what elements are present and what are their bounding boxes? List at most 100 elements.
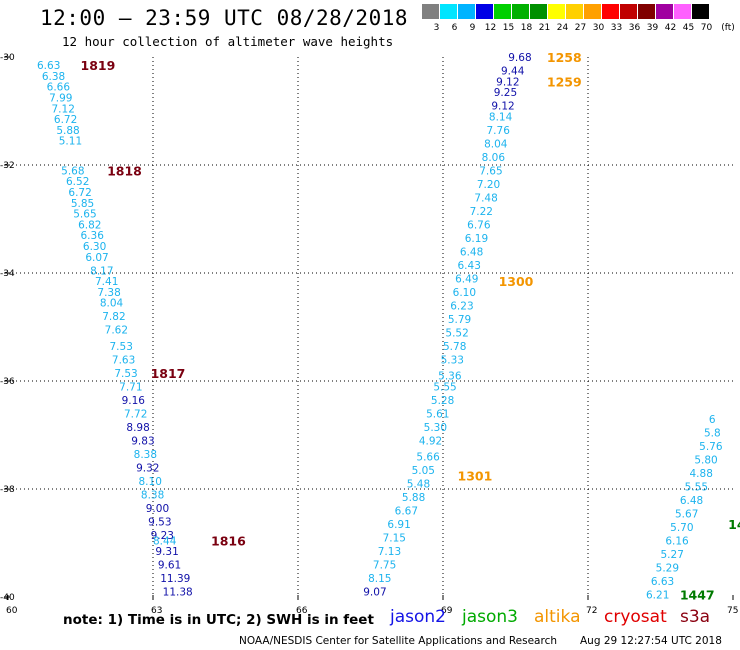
wave-height-value: 7.63	[112, 354, 135, 366]
wave-height-value: 9.83	[131, 435, 154, 447]
wave-height-value: 7.41	[95, 276, 118, 288]
page-title: 12:00 – 23:59 UTC 08/28/2018	[40, 6, 409, 30]
colorbar-swatch	[656, 4, 674, 19]
pass-time-label: 1816	[211, 533, 246, 548]
lon-tick-label: 69	[441, 606, 453, 616]
wave-height-value: 7.99	[49, 93, 72, 105]
wave-height-value: 5.85	[71, 198, 94, 210]
colorbar-tick-label: 24	[556, 23, 569, 33]
colorbar-tick-label: 3	[433, 23, 440, 33]
wave-height-value: 5.27	[661, 549, 684, 561]
wave-height-value: 6.63	[37, 60, 60, 72]
page-subtitle: 12 hour collection of altimeter wave hei…	[62, 34, 394, 49]
wave-height-value: 6.19	[465, 233, 488, 245]
wave-height-value: 6.48	[680, 495, 703, 507]
lon-tick-label: 60	[6, 606, 18, 616]
wave-height-value: 5.61	[426, 408, 449, 420]
wave-height-value: 5.30	[424, 422, 447, 434]
colorbar-swatch	[476, 4, 494, 19]
wave-height-value: 7.65	[479, 165, 502, 177]
wave-height-value: 6.49	[455, 273, 478, 285]
wave-height-value: 8.44	[153, 535, 177, 547]
wave-height-value: 7.82	[102, 311, 125, 323]
wave-height-value: 8.38	[134, 449, 157, 461]
wave-height-value: 6.72	[68, 187, 91, 199]
wave-height-value: 6.30	[83, 241, 106, 253]
colorbar-tick-label: 36	[628, 23, 641, 33]
colorbar-tick-label: 42	[664, 23, 677, 33]
pass-time-label: 1819	[81, 58, 116, 73]
wave-height-value: 4.92	[419, 435, 442, 447]
colorbar-tick-label: 9	[469, 23, 476, 33]
wave-height-value: 7.15	[383, 533, 406, 545]
wave-height-value: 6.23	[450, 300, 473, 312]
wave-height-value: 6.10	[453, 287, 476, 299]
legend-altika: altika	[534, 607, 581, 627]
wave-height-value: 8.98	[126, 422, 149, 434]
lon-tick-label: 75	[727, 606, 738, 616]
wave-height-value: 7.53	[110, 341, 133, 353]
pass-time-label: 1259	[547, 74, 582, 89]
wave-height-value: 8.04	[484, 138, 508, 150]
wave-height-value: 8.04	[100, 298, 124, 310]
wave-height-value: 6.38	[42, 71, 65, 83]
colorbar-tick-label: 70	[700, 23, 713, 33]
wave-height-value: 6.07	[85, 252, 108, 264]
wave-height-value: 9.53	[148, 516, 171, 528]
lat-tick-label: -32	[0, 161, 15, 171]
colorbar-tick-label: 6	[451, 23, 458, 33]
wave-height-value: 6.82	[78, 219, 101, 231]
wave-height-value: 5.55	[685, 481, 708, 493]
wave-height-value: 5.55	[433, 381, 456, 393]
wave-height-value: 6.72	[54, 114, 77, 126]
colorbar-swatch	[674, 4, 692, 19]
wave-height-value: 5.80	[694, 454, 717, 466]
units-note: note: 1) Time is in UTC; 2) SWH is in fe…	[63, 612, 374, 628]
wave-height-value: 9.32	[136, 462, 159, 474]
wave-height-value: 9.61	[158, 560, 181, 572]
wave-height-value: 7.75	[373, 560, 396, 572]
wave-height-value: 7.53	[114, 368, 137, 380]
wave-height-value: 8.10	[139, 476, 162, 488]
colorbar-tick-label: 45	[682, 23, 695, 33]
lon-tick-label: 72	[586, 606, 597, 616]
wave-height-value: 11.38	[163, 587, 193, 599]
wave-height-value: 9.12	[491, 101, 514, 113]
wave-height-value: 5.76	[699, 441, 723, 453]
colorbar-swatch	[692, 4, 710, 19]
wave-height-value: 5.11	[59, 136, 82, 148]
wave-height-value: 9.23	[151, 530, 174, 542]
wave-height-value: 7.62	[105, 325, 128, 337]
wave-height-value: 5.36	[438, 371, 462, 383]
colorbar-swatch	[512, 4, 530, 19]
wave-height-value: 6.21	[646, 589, 669, 601]
wave-height-value: 6.36	[81, 230, 105, 242]
lat-tick-label: -30	[0, 53, 15, 63]
colorbar-swatch	[548, 4, 566, 19]
colorbar-swatch	[602, 4, 620, 19]
wave-height-value: 9.31	[155, 546, 178, 558]
wave-height-value: 9.12	[496, 76, 519, 88]
wave-height-value: 6.76	[467, 219, 491, 231]
wave-height-value: 7.22	[470, 206, 493, 218]
colorbar-swatch	[638, 4, 656, 19]
generated-timestamp: Aug 29 12:27:54 UTC 2018	[580, 635, 722, 647]
colorbar-tick-label: 33	[610, 23, 623, 33]
lon-tick-label: 63	[151, 606, 162, 616]
colorbar-tick-label: 12	[484, 23, 497, 33]
pass-time-label: 14	[728, 517, 740, 532]
legend-cryosat: cryosat	[604, 607, 667, 627]
colorbar-tick-label: 21	[538, 23, 551, 33]
wave-height-value: 5.65	[73, 209, 96, 221]
wave-height-value: 6.48	[460, 246, 483, 258]
lat-tick-label: -36	[0, 377, 15, 387]
wave-height-value: 6.63	[651, 576, 674, 588]
pass-time-label: 1301	[458, 469, 493, 484]
pass-time-label: 1818	[107, 163, 142, 178]
wave-height-value: 5.79	[448, 314, 471, 326]
wave-height-value: 9.25	[494, 87, 517, 99]
wave-height-value: 5.78	[443, 341, 466, 353]
colorbar-swatch	[620, 4, 638, 19]
colorbar-tick-label: 15	[502, 23, 515, 33]
